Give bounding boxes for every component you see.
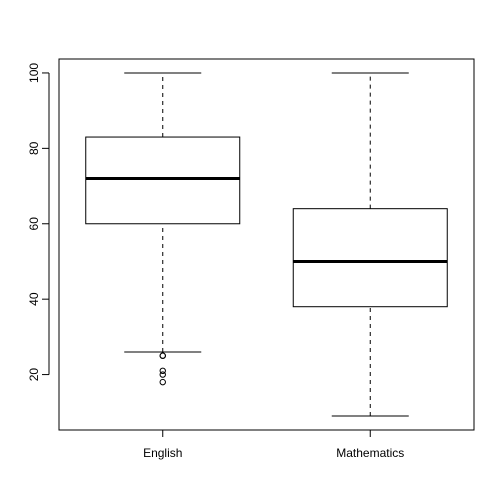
iqr-box bbox=[292, 208, 448, 308]
outlier-point bbox=[159, 378, 166, 386]
y-tick-label: 40 bbox=[27, 292, 41, 306]
y-tick-label: 100 bbox=[27, 63, 41, 83]
outlier-point bbox=[159, 352, 166, 359]
x-tick-label: English bbox=[143, 446, 182, 460]
outlier-point bbox=[159, 367, 166, 375]
x-axis: English Mathematics bbox=[143, 429, 404, 460]
outlier-point bbox=[159, 371, 166, 378]
y-axis: 20 40 60 80 100 bbox=[27, 63, 50, 382]
y-tick-label: 20 bbox=[27, 368, 41, 382]
x-tick-label: Mathematics bbox=[336, 446, 404, 460]
y-tick-label: 80 bbox=[27, 141, 41, 155]
boxes bbox=[85, 72, 448, 417]
iqr-box bbox=[85, 136, 241, 225]
box-mathematics bbox=[292, 72, 448, 417]
box-english bbox=[85, 72, 241, 386]
y-tick-label: 60 bbox=[27, 217, 41, 231]
